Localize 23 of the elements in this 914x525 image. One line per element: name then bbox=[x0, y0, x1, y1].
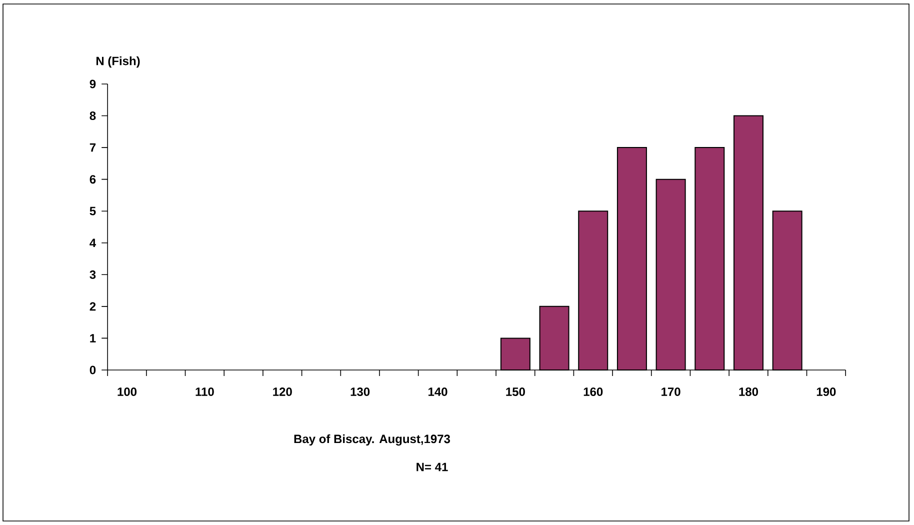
x-axis-title: Bay of Biscay. August,1973 bbox=[294, 434, 450, 446]
x-tick-label: 120 bbox=[273, 388, 292, 396]
y-tick-label: 8 bbox=[90, 112, 96, 120]
x-tick-label: 160 bbox=[584, 388, 603, 396]
x-tick-label: 180 bbox=[739, 388, 758, 396]
x-tick-label: 100 bbox=[118, 388, 137, 396]
y-tick-label: 5 bbox=[90, 206, 96, 216]
y-tick-label: 1 bbox=[90, 334, 96, 342]
x-tick-label: 130 bbox=[350, 388, 370, 396]
x-tick-label: 110 bbox=[196, 388, 214, 396]
x-tick-label: 150 bbox=[506, 388, 525, 396]
x-tick-label: 170 bbox=[662, 388, 680, 396]
y-axis-title: N (Fish) bbox=[96, 56, 140, 68]
text: N= 41 bbox=[416, 462, 448, 472]
y-tick-label: 3 bbox=[90, 270, 96, 279]
y-tick-label: 7 bbox=[90, 143, 96, 152]
y-tick-label: 9 bbox=[90, 80, 96, 88]
y-tick-label: 0 bbox=[90, 366, 96, 374]
y-tick-label: 6 bbox=[90, 175, 96, 184]
y-tick-label: 2 bbox=[90, 302, 96, 311]
x-tick-label: 140 bbox=[428, 388, 448, 396]
y-tick-label: 4 bbox=[90, 238, 96, 248]
x-tick-label: 190 bbox=[816, 388, 836, 396]
